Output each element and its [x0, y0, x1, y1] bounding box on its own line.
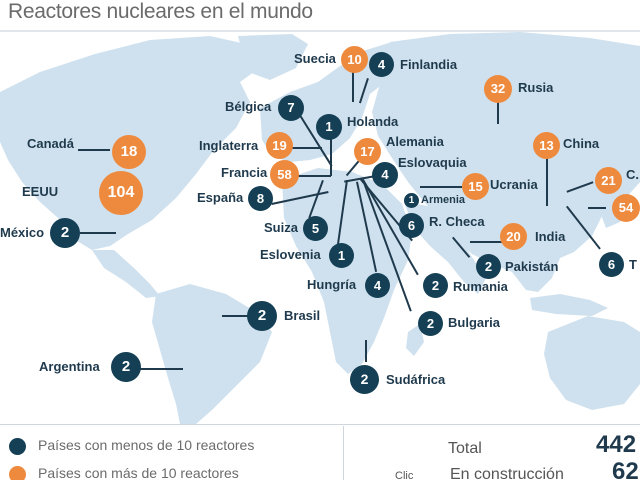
legend-dark-dot	[9, 438, 26, 455]
country-label-argentina: Argentina	[39, 359, 100, 374]
country-label-sudafrica: Sudáfrica	[386, 372, 446, 387]
country-label-hungria: Hungría	[307, 277, 357, 292]
marker-eslovaquia: 4	[372, 162, 398, 188]
marker-eslovenia: 1	[329, 243, 354, 268]
country-label-francia: Francia	[221, 165, 268, 180]
country-label-rusia: Rusia	[518, 80, 554, 95]
page-title: Reactores nucleares en el mundo	[8, 0, 313, 23]
leader-line	[80, 232, 116, 234]
country-label-eslovaquia: Eslovaquia	[398, 155, 467, 170]
marker-mexico: 2	[50, 218, 80, 248]
marker-corea: 21	[595, 167, 622, 194]
marker-francia: 58	[270, 160, 299, 189]
marker-suiza: 5	[303, 216, 328, 241]
marker-taiwan: 6	[599, 252, 624, 277]
marker-suecia: 10	[341, 46, 368, 73]
total-value: 442	[596, 431, 637, 458]
country-label-taiwan: T	[629, 257, 637, 272]
leader-line	[420, 186, 462, 188]
leader-line	[78, 149, 110, 151]
title-divider	[0, 30, 640, 32]
country-label-mexico: México	[0, 225, 45, 240]
leader-line	[365, 340, 367, 362]
legend-divider	[343, 426, 344, 480]
world-map	[0, 32, 640, 424]
marker-armenia: 1	[404, 193, 419, 208]
construction-value: 62	[612, 458, 639, 480]
marker-espana: 8	[248, 186, 273, 211]
country-label-inglaterra: Inglaterra	[199, 138, 259, 153]
country-label-armenia: Armenia	[421, 194, 466, 206]
marker-rusia: 32	[484, 75, 512, 103]
country-label-india: India	[535, 229, 566, 244]
marker-belgica: 7	[278, 95, 304, 121]
country-label-china: China	[563, 136, 600, 151]
marker-inglaterra: 19	[266, 132, 293, 159]
country-label-brasil: Brasil	[284, 308, 321, 323]
leader-line	[330, 138, 332, 176]
country-label-finlandia: Finlandia	[400, 57, 458, 72]
marker-pakistan: 2	[476, 254, 501, 279]
clic-label[interactable]: Clic	[395, 470, 414, 480]
marker-alemania: 17	[354, 138, 381, 165]
legend-dark-label: Países con menos de 10 reactores	[38, 437, 255, 453]
country-label-pakistan: Pakistán	[505, 259, 559, 274]
leader-line	[470, 241, 502, 243]
country-label-alemania: Alemania	[386, 134, 444, 149]
country-label-r-checa: R. Checa	[429, 214, 485, 229]
marker-holanda: 1	[316, 114, 342, 140]
country-label-suecia: Suecia	[294, 51, 336, 66]
construction-label: En construcción	[450, 466, 564, 480]
leader-line	[290, 147, 322, 149]
marker-eeuu: 104	[99, 171, 143, 215]
leader-line	[352, 70, 354, 102]
country-label-bulgaria: Bulgaria	[448, 315, 501, 330]
country-label-espana: España	[197, 190, 244, 205]
marker-canada: 18	[112, 135, 146, 169]
country-label-suiza: Suiza	[264, 220, 298, 235]
country-label-holanda: Holanda	[347, 114, 399, 129]
country-label-corea: C.	[626, 167, 639, 182]
country-label-eslovenia: Eslovenia	[260, 247, 321, 262]
country-label-canada: Canadá	[27, 136, 74, 151]
marker-china: 13	[533, 132, 560, 159]
marker-argentina: 2	[111, 352, 141, 382]
leader-line	[588, 207, 606, 209]
total-label: Total	[448, 440, 482, 457]
marker-r-checa: 6	[399, 213, 424, 238]
leader-line	[139, 368, 183, 370]
marker-ucrania: 15	[462, 173, 489, 200]
marker-bulgaria: 2	[418, 311, 443, 336]
leader-line	[546, 158, 548, 206]
legend-orange-dot	[9, 466, 26, 480]
marker-sudafrica: 2	[350, 365, 379, 394]
marker-finlandia: 4	[369, 52, 394, 77]
marker-hungria: 4	[365, 273, 390, 298]
marker-rumania: 2	[423, 273, 448, 298]
country-label-eeuu: EEUU	[22, 184, 59, 199]
country-label-belgica: Bélgica	[225, 99, 272, 114]
marker-india: 20	[500, 223, 527, 250]
marker-brasil: 2	[247, 301, 277, 331]
leader-line	[222, 315, 250, 317]
leader-line	[297, 175, 331, 177]
marker-japon: 54	[612, 194, 640, 222]
legend-orange-label: Países con más de 10 reactores	[38, 465, 239, 480]
leader-line	[497, 100, 499, 124]
country-label-ucrania: Ucrania	[490, 177, 538, 192]
legend-panel	[0, 424, 640, 480]
country-label-rumania: Rumania	[453, 279, 508, 294]
